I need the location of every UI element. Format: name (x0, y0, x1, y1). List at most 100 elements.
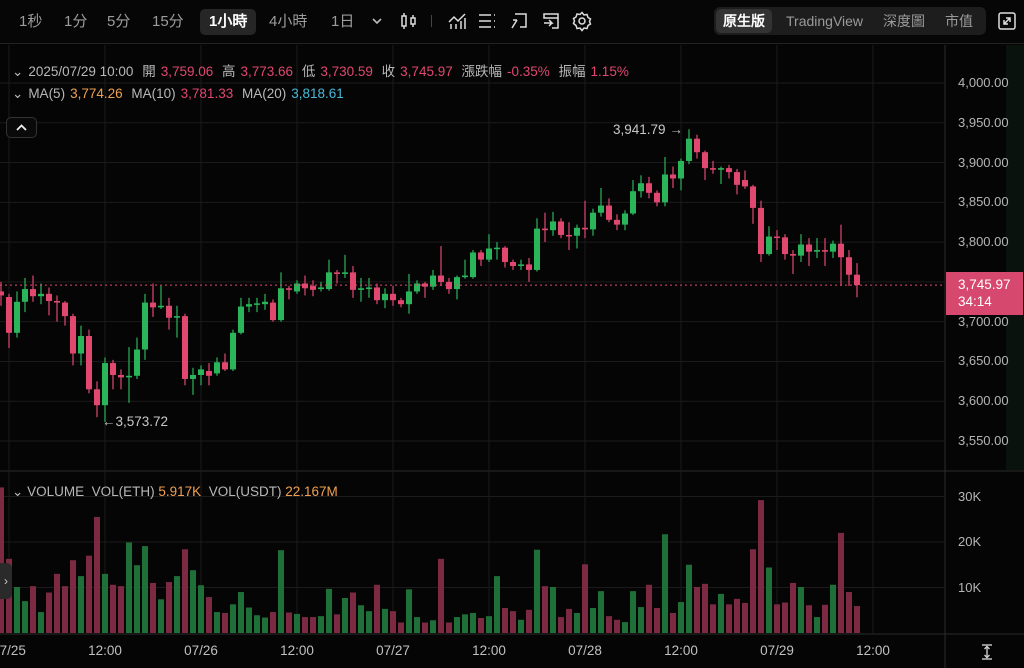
candle-body (262, 301, 268, 305)
volume-bar (510, 611, 516, 633)
volume-bar (206, 597, 212, 633)
candle-body (814, 250, 820, 252)
interval-1h[interactable]: 1小時 (200, 9, 257, 35)
candle-body (438, 275, 444, 282)
volume-bar (390, 611, 396, 633)
candle-body (566, 234, 572, 237)
volume-bar (134, 565, 140, 633)
candle-body (718, 168, 724, 170)
legend-chevron-icon[interactable]: ⌄ (12, 64, 24, 79)
expand-side-panel-button[interactable]: › (0, 563, 12, 599)
candle-body (846, 257, 852, 275)
high-annotation: 3,941.79 → (613, 122, 683, 137)
interval-4h[interactable]: 4小時 (269, 13, 308, 30)
interval-15m[interactable]: 15分 (152, 13, 184, 30)
time-tick-label: 07/27 (376, 643, 410, 658)
candle-body (342, 272, 348, 274)
gear-icon[interactable] (571, 10, 593, 32)
volume-bar (62, 586, 68, 633)
ma-legend: ⌄ MA(5) 3,774.26 MA(10) 3,781.33 MA(20) 3,81… (12, 86, 349, 102)
candle-body (646, 183, 652, 193)
volume-bar (750, 549, 756, 633)
volume-bar (86, 555, 92, 633)
volume-bar (470, 612, 476, 633)
ma-chevron-icon[interactable]: ⌄ (12, 86, 24, 101)
volume-bar (334, 614, 340, 633)
axis-scale-icon[interactable] (976, 642, 998, 662)
volume-bar (326, 588, 332, 633)
candle-body (62, 302, 68, 317)
price-tick-label: 4,000.00 (958, 75, 1009, 90)
volume-bar (822, 604, 828, 633)
candle-body (310, 285, 316, 290)
volume-bar (294, 613, 300, 633)
toolbar-divider (431, 15, 432, 27)
candle-body (742, 180, 748, 187)
volume-bar (486, 616, 492, 633)
price-tick-label: 3,800.00 (958, 234, 1009, 250)
interval-1m[interactable]: 1分 (64, 13, 88, 30)
candle-body (662, 174, 668, 203)
last-price-tag: 3,745.97 34:14 (946, 272, 1023, 315)
volume-bar (542, 586, 548, 633)
volume-bar (550, 587, 556, 633)
volume-bar (78, 576, 84, 633)
candle-body (350, 272, 356, 290)
candle-body (166, 305, 172, 318)
volume-chevron-icon[interactable]: ⌄ (12, 484, 24, 499)
volume-bar (662, 534, 668, 633)
candlestick-type-icon[interactable] (398, 10, 420, 32)
volume-bar (214, 612, 220, 633)
volume-bar (230, 604, 236, 633)
interval-5m[interactable]: 5分 (107, 13, 131, 30)
vol-eth-label: VOL(ETH) (91, 484, 155, 499)
volume-bar (366, 611, 372, 633)
candle-body (454, 277, 460, 290)
ma20-value: 3,818.61 (291, 86, 344, 101)
change-value: -0.35% (507, 64, 550, 79)
volume-bar (374, 584, 380, 633)
template-icon[interactable] (540, 10, 562, 32)
volume-bar (782, 602, 788, 633)
volume-tick-label: 30K (958, 488, 982, 504)
candle-body (518, 264, 524, 266)
axis-tint (1006, 45, 1024, 470)
collapse-legend-button[interactable] (6, 117, 37, 138)
candle-body (510, 262, 516, 266)
candle-body (366, 287, 372, 290)
volume-bar (422, 622, 428, 633)
chevron-down-icon[interactable] (366, 10, 388, 32)
volume-bar (838, 532, 844, 633)
candle-body (502, 247, 508, 263)
volume-bar (654, 607, 660, 633)
candle-body (286, 288, 292, 290)
drawing-tool-icon[interactable] (508, 10, 530, 32)
candle-body (302, 283, 308, 289)
volume-bar (518, 619, 524, 633)
fullscreen-icon[interactable] (996, 10, 1018, 32)
volume-bar (254, 615, 260, 633)
list-settings-icon[interactable] (476, 10, 498, 32)
indicators-icon[interactable] (446, 10, 468, 32)
last-price: 3,745.97 (958, 277, 1011, 292)
candle-body (710, 168, 716, 170)
view-tradingview[interactable]: TradingView (786, 13, 864, 29)
candle-body (270, 302, 276, 321)
candle-body (110, 363, 116, 375)
low-annotation-value: 3,573.72 (115, 414, 169, 429)
volume-bar (446, 622, 452, 633)
volume-bar (462, 614, 468, 633)
view-depth[interactable]: 深度圖 (883, 13, 925, 29)
open-value: 3,759.06 (160, 64, 214, 79)
interval-1d[interactable]: 1日 (331, 13, 355, 30)
candle-body (726, 168, 732, 173)
view-native[interactable]: 原生版 (716, 9, 772, 33)
candle-body (574, 227, 580, 236)
candle-body (614, 219, 620, 225)
candle-body (70, 316, 76, 354)
view-market-cap[interactable]: 市值 (945, 13, 973, 29)
candle-body (782, 237, 788, 255)
interval-1s[interactable]: 1秒 (19, 13, 43, 30)
candle-body (830, 243, 836, 252)
